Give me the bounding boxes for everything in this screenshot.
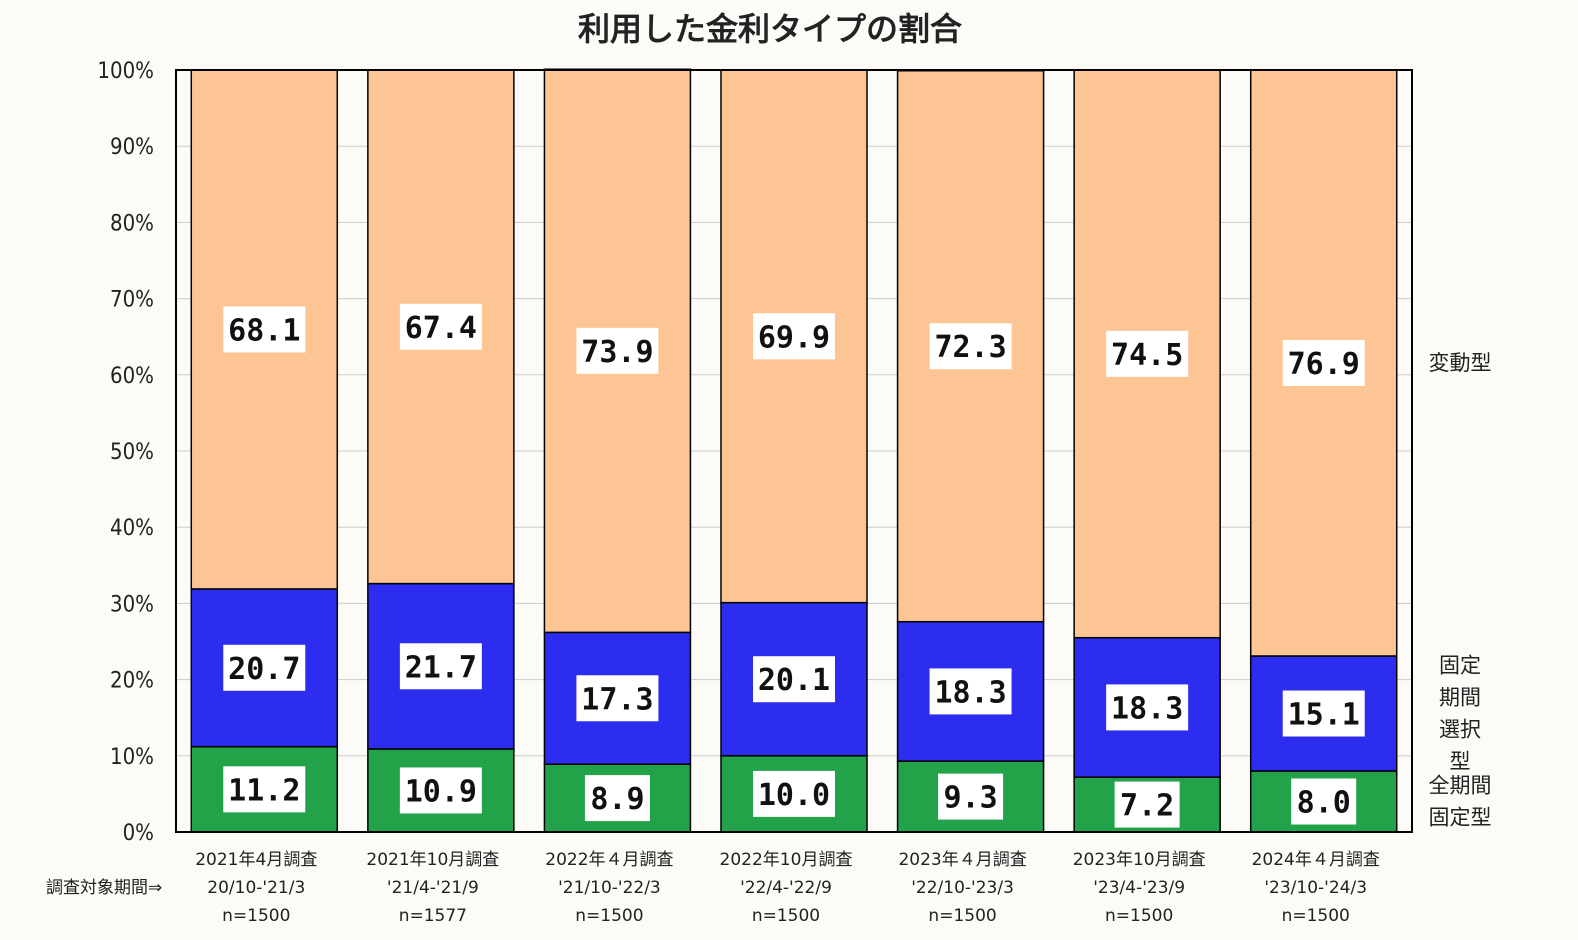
legend-label: 期間	[1439, 686, 1481, 710]
data-label-box	[1282, 690, 1365, 737]
bar-segment	[190, 745, 339, 833]
x-tick-n: n=1500	[752, 906, 820, 926]
data-label: 9.3	[943, 781, 997, 816]
data-label: 18.3	[1111, 691, 1183, 726]
y-tick-label: 50%	[110, 440, 154, 465]
x-tick-period: '21/10-'22/3	[558, 878, 661, 898]
legend-label: 変動型	[1429, 351, 1492, 375]
x-tick-survey: 2023年４月調査	[898, 850, 1026, 870]
data-label-box	[938, 773, 1004, 820]
x-tick-survey: 2022年４月調査	[545, 850, 673, 870]
y-tick-label: 30%	[110, 592, 154, 617]
data-label: 18.3	[934, 675, 1006, 710]
y-tick-label: 20%	[110, 669, 154, 694]
legend-label: 全期間	[1429, 774, 1492, 798]
x-tick-n: n=1500	[928, 906, 996, 926]
legend-label: 固定型	[1429, 806, 1492, 830]
plot-frame	[175, 69, 1413, 833]
data-label: 21.7	[405, 650, 477, 685]
bars	[190, 68, 1398, 833]
y-tick-label: 0%	[123, 821, 154, 846]
data-label-box	[223, 766, 306, 813]
x-tick-period: '23/4-'23/9	[1093, 878, 1185, 898]
data-label: 7.2	[1120, 789, 1174, 824]
data-label: 8.0	[1297, 786, 1351, 821]
data-label: 72.3	[934, 330, 1006, 365]
x-tick-period: 20/10-'21/3	[207, 878, 305, 898]
data-label-box	[1282, 339, 1365, 386]
x-axis-labels: 2021年4月調査 20/10-'21/3 n=1500 2021年10月調査 '21/…	[46, 850, 1380, 926]
data-label: 20.7	[228, 652, 300, 687]
data-label: 67.4	[405, 311, 477, 346]
data-label: 8.9	[590, 782, 644, 817]
x-tick-n: n=1577	[399, 906, 467, 926]
data-label-box	[576, 675, 659, 722]
chart-title: 利用した金利タイプの割合	[578, 10, 962, 48]
x-tick-n: n=1500	[575, 906, 643, 926]
y-tick-label: 100%	[97, 59, 154, 84]
x-tick-n: n=1500	[1282, 906, 1350, 926]
data-label-box	[576, 327, 659, 374]
data-label-box	[584, 775, 650, 822]
data-label-box	[1291, 778, 1357, 825]
data-label: 20.1	[758, 663, 830, 698]
data-label: 73.9	[581, 335, 653, 370]
data-label-box	[1106, 330, 1189, 377]
data-label-box	[399, 643, 482, 690]
data-label: 10.0	[758, 778, 830, 813]
x-tick-survey: 2024年４月調査	[1252, 850, 1380, 870]
data-label: 17.3	[581, 682, 653, 717]
bar-segment	[367, 582, 515, 750]
y-tick-label: 40%	[110, 516, 154, 541]
data-label-box	[753, 770, 835, 817]
data-label: 76.9	[1288, 347, 1360, 382]
data-label: 69.9	[758, 320, 830, 355]
y-axis: 0% 10% 20% 30% 40% 50% 60% 70% 80% 90% 100%	[97, 59, 154, 846]
y-tick-label: 80%	[110, 211, 154, 236]
y-tick-label: 90%	[110, 135, 154, 160]
legend-label: 型	[1450, 750, 1471, 774]
data-label-box	[1114, 781, 1180, 828]
data-label: 10.9	[405, 774, 477, 809]
data-label-box	[399, 303, 482, 350]
data-label: 74.5	[1111, 338, 1183, 373]
legend-label: 選択	[1439, 718, 1481, 742]
data-label-box	[753, 656, 835, 703]
y-tick-label: 10%	[110, 745, 154, 770]
data-label-box	[929, 668, 1012, 715]
data-label-box	[929, 323, 1012, 370]
x-tick-survey: 2021年4月調査	[195, 850, 317, 870]
x-tick-survey: 2022年10月調査	[720, 850, 853, 870]
x-tick-n: n=1500	[222, 906, 290, 926]
y-tick-label: 70%	[110, 288, 154, 313]
data-label: 11.2	[228, 773, 300, 808]
data-label-box	[1106, 684, 1189, 731]
data-label-box	[223, 644, 306, 691]
data-label: 68.1	[228, 313, 300, 348]
x-tick-period: '22/4-'22/9	[740, 878, 832, 898]
x-tick-period: '23/10-'24/3	[1264, 878, 1367, 898]
y-tick-label: 60%	[110, 364, 154, 389]
data-label: 15.1	[1288, 698, 1360, 733]
legend-label: 固定	[1439, 654, 1481, 678]
data-label-box	[223, 306, 306, 353]
x-tick-period: '22/10-'23/3	[911, 878, 1014, 898]
data-label-box	[753, 313, 835, 360]
period-prefix-label: 調査対象期間⇒	[46, 878, 162, 898]
x-tick-period: '21/4-'21/9	[387, 878, 479, 898]
x-tick-survey: 2021年10月調査	[366, 850, 499, 870]
x-tick-survey: 2023年10月調査	[1073, 850, 1206, 870]
data-labels: 11.2 20.7 68.1 10.9 21.7 67.4 8.9 17.3 73.9 10.0 2…	[223, 303, 1365, 828]
data-label-box	[399, 767, 482, 814]
x-tick-n: n=1500	[1105, 906, 1173, 926]
